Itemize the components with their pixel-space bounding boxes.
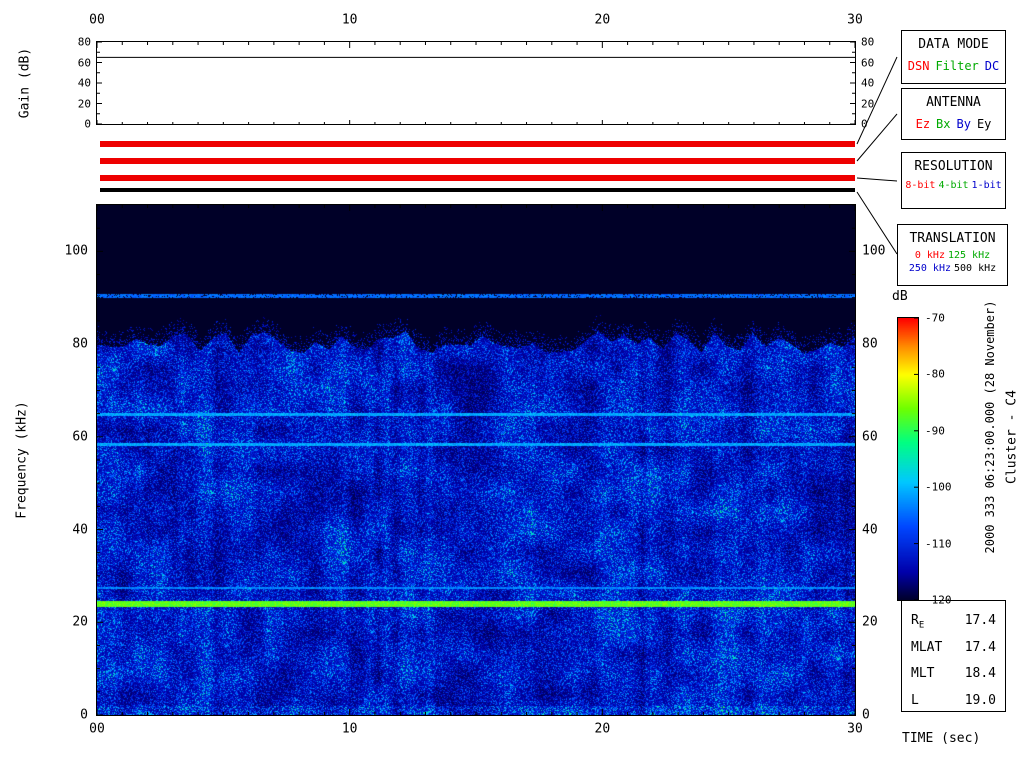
antenna-title: ANTENNA <box>926 95 981 110</box>
spectrogram-canvas <box>97 205 855 715</box>
tick-label: 20 <box>594 12 611 28</box>
tick-label: 60 <box>862 429 878 445</box>
option-500khz: 500 kHz <box>954 263 997 274</box>
resolution-bar <box>100 175 855 181</box>
tick-label: 60 <box>77 56 91 69</box>
tick-label: 80 <box>72 336 88 352</box>
tick-label: -110 <box>925 537 952 551</box>
tick-label: 20 <box>594 721 611 737</box>
tick-label: -70 <box>925 311 945 325</box>
ephemeris-row-mlt: MLT 18.4 <box>902 666 1005 684</box>
colorbar-canvas <box>898 318 918 600</box>
resolution-options: 8-bit 4-bit 1-bit <box>902 180 1005 191</box>
antenna-bar <box>100 158 855 164</box>
frequency-axis-label: Frequency (kHz) <box>14 401 30 519</box>
time-axis-label: TIME (sec) <box>902 731 981 746</box>
option-ey: Ey <box>976 117 992 131</box>
tick-label: 10 <box>341 721 358 737</box>
option-8bit: 8-bit <box>905 180 936 191</box>
tick-label: 40 <box>72 522 88 538</box>
translation-title: TRANSLATION <box>909 231 996 246</box>
tick-label: 40 <box>862 522 878 538</box>
tick-label: 40 <box>861 76 875 90</box>
resolution-title: RESOLUTION <box>914 159 993 174</box>
ephemeris-value: 17.4 <box>964 639 996 655</box>
tick-label: 30 <box>847 721 863 737</box>
ephemeris-box: RE 17.4 MLAT 17.4 MLT 18.4 L 19.0 <box>901 600 1006 712</box>
ephemeris-row-re: RE 17.4 <box>902 613 1005 631</box>
tick-label: 30 <box>847 12 863 28</box>
spacecraft-label: Cluster - C4 <box>1004 390 1020 484</box>
ephemeris-value: 18.4 <box>964 666 996 682</box>
option-by: By <box>956 117 971 131</box>
option-dc: DC <box>984 59 1000 73</box>
antenna-box: ANTENNA Ez Bx By Ey <box>901 88 1006 140</box>
tick-label: 20 <box>861 97 875 110</box>
ephemeris-row-mlat: MLAT 17.4 <box>902 640 1005 658</box>
option-ez: Ez <box>915 117 931 131</box>
tick-label: 100 <box>64 243 88 259</box>
tick-label: 00 <box>89 12 105 28</box>
translation-bar <box>100 188 855 192</box>
data-mode-title: DATA MODE <box>918 37 989 52</box>
tick-label: -90 <box>925 424 945 438</box>
option-125khz: 125 kHz <box>947 250 991 261</box>
tick-label: 80 <box>862 336 878 352</box>
ephemeris-label: L <box>911 692 919 708</box>
ephemeris-value: 19.0 <box>964 692 996 708</box>
data-mode-bar <box>100 141 855 147</box>
tick-label: 0 <box>84 117 91 131</box>
ephemeris-value: 17.4 <box>964 613 996 628</box>
tick-label: 40 <box>77 76 91 90</box>
tick-label: 10 <box>341 12 358 28</box>
tick-label: 0 <box>862 707 870 723</box>
colorbar-units-label: dB <box>892 289 908 304</box>
translation-options-row1: 0 kHz 125 kHz <box>898 250 1007 261</box>
tick-label: 20 <box>862 614 878 630</box>
tick-label: 00 <box>89 721 105 737</box>
tick-label: 80 <box>861 35 875 49</box>
translation-options-row2: 250 kHz 500 kHz <box>898 263 1007 274</box>
option-250khz: 250 kHz <box>908 263 951 274</box>
translation-box: TRANSLATION 0 kHz 125 kHz 250 kHz 500 kH… <box>897 224 1008 286</box>
ephemeris-label: MLT <box>911 666 935 682</box>
option-bx: Bx <box>936 117 951 131</box>
tick-label: -80 <box>925 367 945 381</box>
ephemeris-label: MLAT <box>911 639 943 655</box>
option-0khz: 0 kHz <box>914 250 945 261</box>
gain-axis-label: Gain (dB) <box>17 47 33 119</box>
tick-label: 20 <box>72 614 88 630</box>
tick-label: 0 <box>861 117 868 131</box>
option-1bit: 1-bit <box>971 180 1002 191</box>
tick-label: 60 <box>72 429 88 445</box>
spectrogram-panel <box>96 204 856 716</box>
data-mode-options: DSN Filter DC <box>902 59 1005 73</box>
antenna-options: Ez Bx By Ey <box>902 117 1005 131</box>
gain-plot-panel <box>96 41 856 125</box>
datetime-label: 2000 333 06:23:00.000 (28 November) <box>983 300 997 554</box>
colorbar <box>897 317 919 601</box>
option-4bit: 4-bit <box>938 180 969 191</box>
resolution-box: RESOLUTION 8-bit 4-bit 1-bit <box>901 152 1006 209</box>
tick-label: 60 <box>861 56 875 69</box>
ephemeris-label: RE <box>911 613 925 631</box>
option-dsn: DSN <box>907 59 930 73</box>
tick-label: -100 <box>925 480 952 494</box>
ephemeris-row-l: L 19.0 <box>902 693 1005 711</box>
data-mode-box: DATA MODE DSN Filter DC <box>901 30 1006 84</box>
tick-label: 0 <box>80 707 88 723</box>
option-filter: Filter <box>935 59 979 73</box>
tick-label: 100 <box>862 243 886 259</box>
tick-label: 20 <box>77 97 91 110</box>
tick-label: -120 <box>925 593 952 607</box>
tick-label: 80 <box>77 35 91 49</box>
